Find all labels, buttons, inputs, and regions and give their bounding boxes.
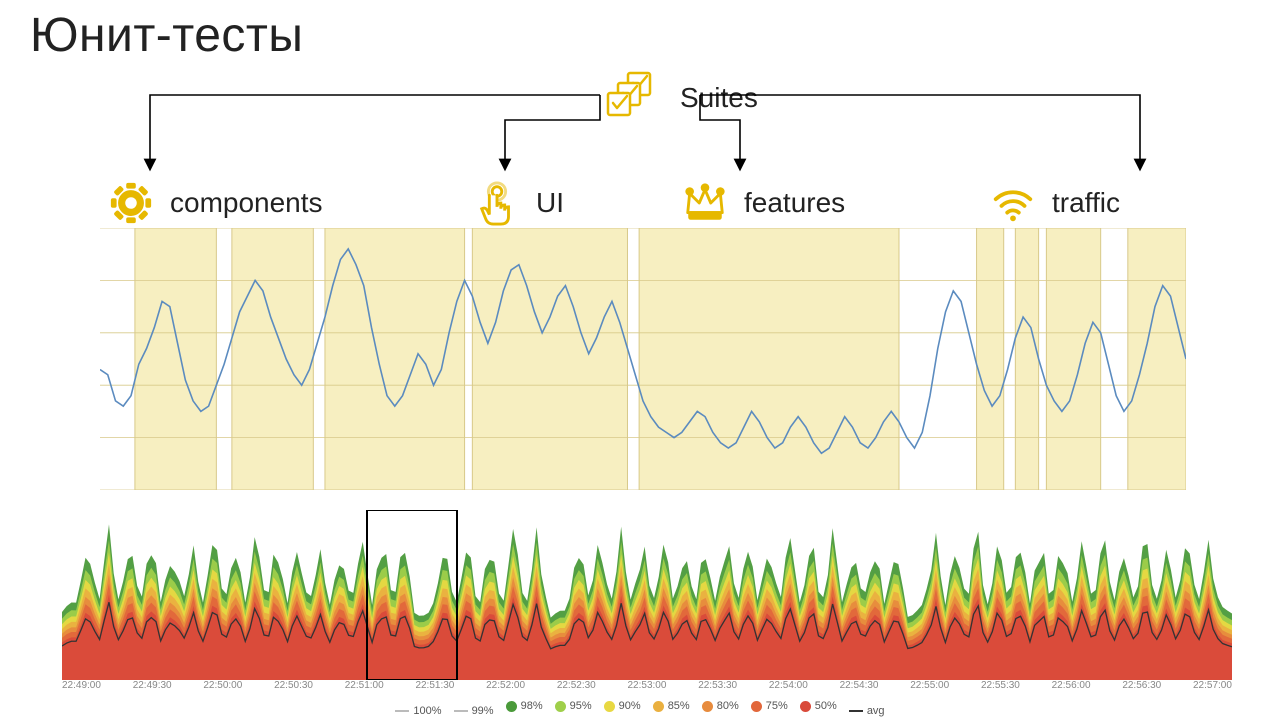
- x-tick-label: 22:53:30: [698, 680, 737, 696]
- x-tick-label: 22:53:00: [628, 680, 667, 696]
- main-line-chart-svg: [100, 228, 1186, 490]
- category-label: features: [744, 187, 845, 219]
- x-tick-label: 22:54:30: [840, 680, 879, 696]
- legend-swatch: [555, 701, 566, 712]
- category-features: features: [682, 180, 845, 226]
- x-tick-label: 22:52:30: [557, 680, 596, 696]
- legend-swatch: [751, 701, 762, 712]
- x-tick-label: 22:56:00: [1052, 680, 1091, 696]
- x-tick-label: 22:49:30: [133, 680, 172, 696]
- category-label: traffic: [1052, 187, 1120, 219]
- x-tick-label: 22:51:30: [415, 680, 454, 696]
- main-line-chart: [100, 228, 1186, 490]
- legend-label: 95%: [570, 700, 592, 712]
- crown-icon: [682, 180, 728, 226]
- x-tick-label: 22:57:00: [1193, 680, 1232, 696]
- touch-icon: [474, 180, 520, 226]
- legend-label: 98%: [521, 700, 543, 712]
- category-ui: UI: [474, 180, 564, 226]
- legend-label: 75%: [766, 700, 788, 712]
- legend-label: 80%: [717, 700, 739, 712]
- legend-item: 80%: [702, 700, 739, 712]
- legend-item: 99%: [454, 705, 494, 717]
- x-tick-label: 22:55:30: [981, 680, 1020, 696]
- x-tick-label: 22:49:00: [62, 680, 101, 696]
- legend-item: 75%: [751, 700, 788, 712]
- x-tick-label: 22:50:30: [274, 680, 313, 696]
- branch-connector: [130, 85, 1160, 175]
- percentile-area-chart-svg: [62, 510, 1232, 680]
- slide-title: Юнит-тесты: [30, 8, 303, 63]
- legend-label: 85%: [668, 700, 690, 712]
- legend-item: avg: [849, 705, 885, 717]
- category-label: components: [170, 187, 323, 219]
- legend-swatch: [506, 701, 517, 712]
- x-tick-label: 22:56:30: [1122, 680, 1161, 696]
- x-axis-labels: 22:49:00 22:49:30 22:50:00 22:50:30 22:51:00…: [62, 680, 1232, 696]
- category-label: UI: [536, 187, 564, 219]
- legend-swatch: [454, 710, 468, 712]
- legend-swatch: [702, 701, 713, 712]
- legend-item: 50%: [800, 700, 837, 712]
- legend-swatch: [604, 701, 615, 712]
- x-tick-label: 22:51:00: [345, 680, 384, 696]
- legend-swatch: [800, 701, 811, 712]
- x-tick-label: 22:50:00: [203, 680, 242, 696]
- legend-label: 99%: [472, 705, 494, 717]
- legend-item: 90%: [604, 700, 641, 712]
- slide-stage: Юнит-тесты Suites comp: [0, 0, 1280, 726]
- legend-item: 95%: [555, 700, 592, 712]
- legend-swatch: [395, 710, 409, 712]
- x-tick-label: 22:54:00: [769, 680, 808, 696]
- x-tick-label: 22:55:00: [910, 680, 949, 696]
- legend-label: 90%: [619, 700, 641, 712]
- gear-icon: [108, 180, 154, 226]
- legend-label: 100%: [413, 705, 441, 717]
- category-traffic: traffic: [990, 180, 1120, 226]
- legend-label: 50%: [815, 700, 837, 712]
- category-components: components: [108, 180, 323, 226]
- percentile-area-chart: [62, 510, 1232, 690]
- x-tick-label: 22:52:00: [486, 680, 525, 696]
- legend-item: 98%: [506, 700, 543, 712]
- legend-label: avg: [867, 705, 885, 717]
- legend-item: 85%: [653, 700, 690, 712]
- chart-legend: 100% 99% 98% 95% 90% 85% 80% 75% 50% avg: [0, 700, 1280, 717]
- legend-item: 100%: [395, 705, 441, 717]
- legend-swatch: [849, 710, 863, 712]
- wifi-icon: [990, 180, 1036, 226]
- legend-swatch: [653, 701, 664, 712]
